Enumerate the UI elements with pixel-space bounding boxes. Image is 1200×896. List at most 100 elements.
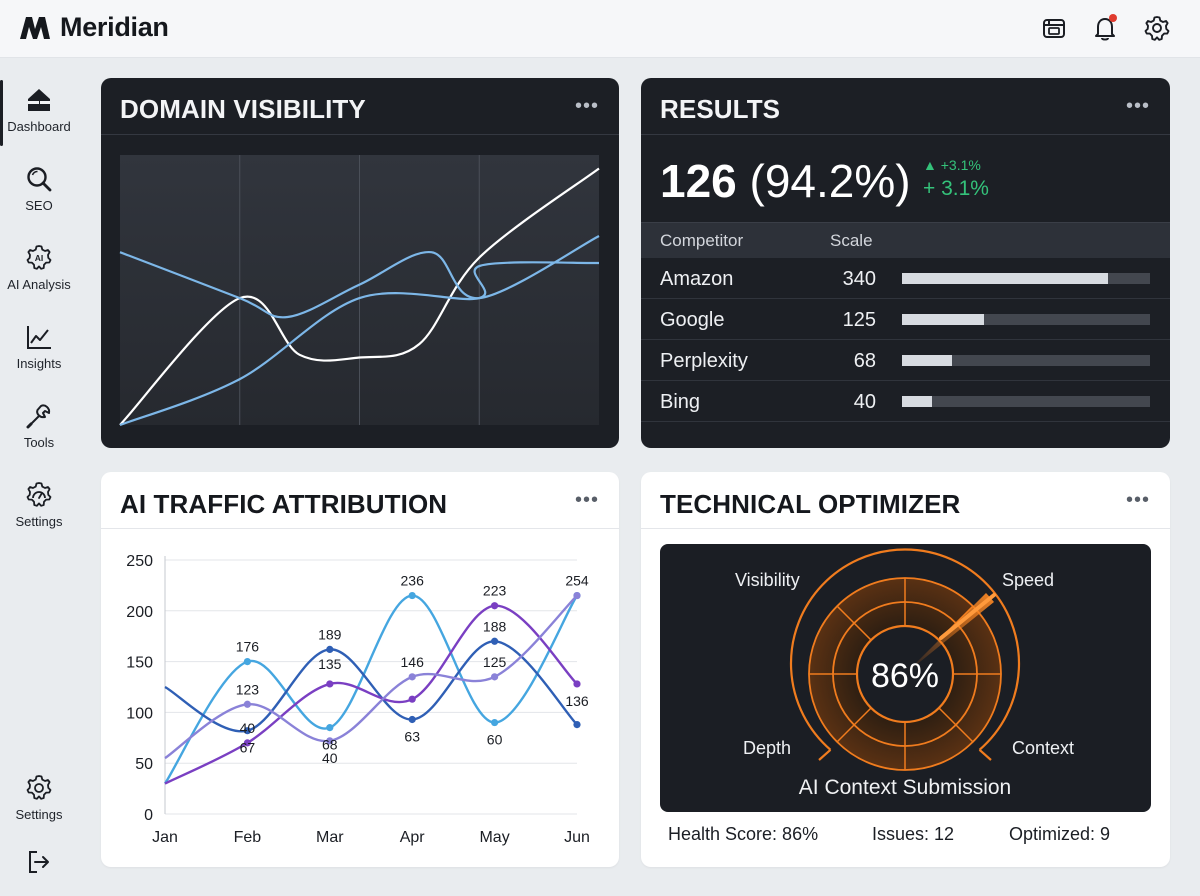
sidebar-item-settings-bottom[interactable]: Settings (0, 774, 78, 822)
sidebar-label: SEO (25, 198, 53, 213)
competitor-name: Perplexity (660, 350, 748, 372)
technical-optimizer-card: TECHNICAL OPTIMIZER ••• (641, 472, 1170, 867)
data-point (326, 645, 334, 654)
data-label: 146 (401, 654, 425, 670)
x-tick-label: Apr (400, 829, 426, 846)
data-label: 125 (483, 654, 507, 670)
competitor-value: 68 (853, 350, 876, 372)
bell-icon[interactable] (1091, 14, 1119, 42)
data-point (408, 591, 416, 600)
data-label: 254 (565, 573, 589, 589)
delta-badge: ▲ +3.1% (923, 157, 981, 173)
data-label: 135 (318, 656, 342, 672)
delta-value: + 3.1% (923, 177, 989, 200)
data-point (326, 724, 334, 732)
sidebar-item-dashboard[interactable]: Dashboard (0, 80, 78, 146)
traffic-series-line-1 (164, 594, 579, 785)
data-point (573, 591, 581, 600)
y-tick-label: 150 (126, 655, 153, 672)
top-bar: Meridian (0, 0, 1200, 58)
logout-icon (29, 851, 49, 873)
sidebar-label: Tools (23, 435, 55, 450)
divider (101, 134, 619, 135)
table-row[interactable]: Bing 40 (641, 381, 1170, 422)
traffic-series-line-4 (164, 594, 578, 760)
sidebar-item-tools[interactable]: Tools (0, 402, 78, 450)
ai-traffic-card: AI TRAFFIC ATTRIBUTION ••• 176 68 236 60 254… (101, 472, 619, 867)
table-row[interactable]: Google 125 (641, 299, 1170, 340)
logout-button[interactable] (0, 848, 78, 876)
data-label: 67 (240, 740, 256, 756)
app-name: Meridian (60, 12, 169, 42)
home-icon (28, 89, 50, 111)
sidebar-item-insights[interactable]: Insights (0, 323, 78, 371)
gear-icon[interactable] (1143, 14, 1171, 42)
sidebar-item-ai-analysis[interactable]: AI AI Analysis (0, 244, 78, 292)
radar-sweep-line (939, 593, 996, 640)
sidebar-item-seo[interactable]: SEO (0, 165, 78, 213)
competitor-table-header: Competitor Scale (641, 222, 1170, 258)
data-point (408, 715, 416, 724)
table-row[interactable]: Amazon 340 (641, 258, 1170, 299)
visibility-series-line-3 (119, 235, 600, 319)
column-header-competitor: Competitor (660, 231, 744, 250)
more-options-icon[interactable]: ••• (1125, 95, 1150, 117)
y-tick-label: 200 (126, 604, 153, 621)
data-label: 40 (322, 750, 338, 766)
data-label: 176 (236, 639, 260, 655)
y-tick-label: 100 (126, 705, 153, 722)
more-options-icon[interactable]: ••• (574, 95, 599, 117)
card-title: RESULTS (660, 94, 781, 124)
data-label: 188 (483, 618, 507, 634)
data-label: 123 (236, 681, 260, 697)
data-label: 236 (401, 573, 425, 589)
radar-label-speed: Speed (1002, 570, 1054, 590)
x-tick-label: Mar (316, 829, 344, 846)
radar-label-visibility: Visibility (735, 570, 800, 590)
folder-icon[interactable] (1040, 14, 1068, 42)
issues-count: Issues: 12 (872, 824, 955, 844)
scale-bar-track (902, 355, 1150, 366)
sidebar-label: AI Analysis (7, 277, 71, 292)
visibility-series-line-2 (119, 261, 600, 427)
divider (641, 134, 1170, 135)
data-point (243, 727, 251, 735)
table-row[interactable]: Perplexity 68 (641, 340, 1170, 381)
sidebar-label: Settings (15, 514, 63, 529)
x-tick-label: Jan (152, 829, 178, 846)
data-point (326, 737, 334, 745)
scale-bar-fill (902, 273, 1108, 284)
data-point (491, 718, 499, 727)
competitor-name: Amazon (660, 268, 734, 290)
radar-panel: 86% Visibility Speed Depth Context AI Co… (660, 544, 1151, 812)
traffic-series-line-2 (164, 640, 578, 733)
more-options-icon[interactable]: ••• (1125, 489, 1150, 511)
data-point (491, 673, 499, 681)
ai-gear-icon: AI (26, 245, 52, 270)
competitor-value: 340 (842, 268, 876, 290)
radar-outer-arc-cap-right (978, 748, 992, 761)
scale-bar-fill (902, 355, 952, 366)
radar-outer-arc (789, 548, 1021, 751)
traffic-series-line-3 (164, 604, 578, 785)
data-label: 60 (487, 732, 503, 748)
competitor-name: Bing (660, 391, 701, 413)
radar-caption: AI Context Submission (799, 776, 1011, 799)
data-label: 68 (322, 737, 338, 753)
divider (101, 528, 619, 529)
card-title: DOMAIN VISIBILITY (120, 94, 366, 124)
more-options-icon[interactable]: ••• (574, 489, 599, 511)
sidebar-item-settings[interactable]: Settings (0, 481, 78, 529)
competitor-name: Google (660, 309, 725, 331)
scale-bar-track (902, 396, 1150, 407)
scale-bar-track (902, 314, 1150, 325)
results-percent: (94.2%) (749, 155, 911, 207)
health-score: Health Score: 86% (668, 824, 819, 844)
domain-visibility-card: DOMAIN VISIBILITY ••• (101, 78, 619, 448)
data-label: 40 (240, 720, 256, 736)
data-point (408, 695, 416, 703)
competitor-value: 40 (853, 391, 876, 413)
results-total: 126 (94.2%) (660, 154, 911, 208)
data-point (573, 720, 581, 729)
app-logo[interactable]: Meridian (18, 12, 169, 43)
